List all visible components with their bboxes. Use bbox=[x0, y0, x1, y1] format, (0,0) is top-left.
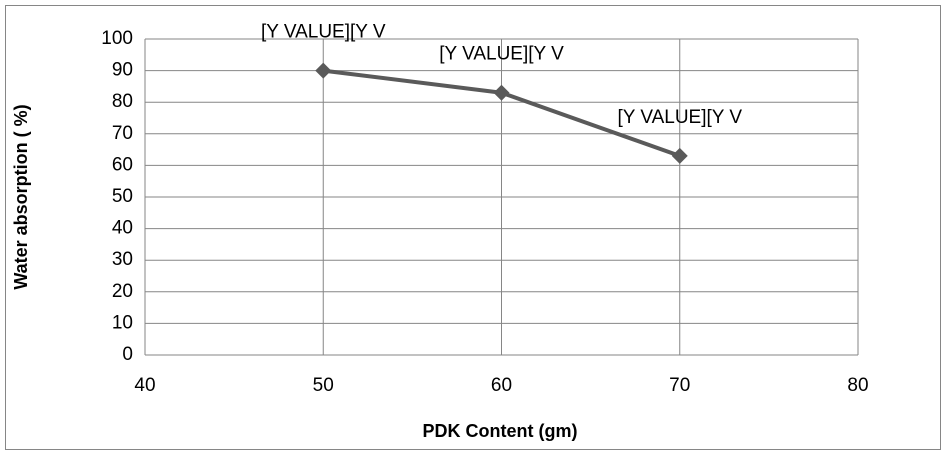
y-tick-label: 10 bbox=[112, 312, 133, 333]
x-tick-label: 70 bbox=[669, 375, 690, 396]
chart-border bbox=[5, 5, 941, 450]
y-tick-label: 40 bbox=[112, 218, 133, 239]
y-tick-label: 30 bbox=[112, 249, 133, 270]
y-tick-label: 100 bbox=[101, 28, 133, 49]
y-tick-label: 80 bbox=[112, 91, 133, 112]
y-tick-label: 20 bbox=[112, 281, 133, 302]
data-marker bbox=[315, 62, 332, 79]
y-tick-label: 0 bbox=[122, 344, 133, 365]
x-axis-title: PDK Content (gm) bbox=[423, 421, 578, 441]
data-marker bbox=[493, 84, 510, 101]
y-axis-title: Water absorption ( %) bbox=[11, 104, 31, 289]
y-tick-label: 50 bbox=[112, 186, 133, 207]
x-tick-label: 40 bbox=[134, 375, 155, 396]
data-label: [Y VALUE][Y V bbox=[261, 22, 386, 43]
data-label: [Y VALUE][Y V bbox=[617, 107, 742, 128]
x-tick-label: 60 bbox=[491, 375, 512, 396]
x-tick-label: 50 bbox=[313, 375, 334, 396]
data-marker bbox=[671, 147, 688, 164]
y-tick-label: 70 bbox=[112, 123, 133, 144]
data-label: [Y VALUE][Y V bbox=[439, 44, 564, 65]
y-tick-label: 60 bbox=[112, 154, 133, 175]
x-tick-label: 80 bbox=[847, 375, 868, 396]
y-tick-label: 90 bbox=[112, 60, 133, 81]
